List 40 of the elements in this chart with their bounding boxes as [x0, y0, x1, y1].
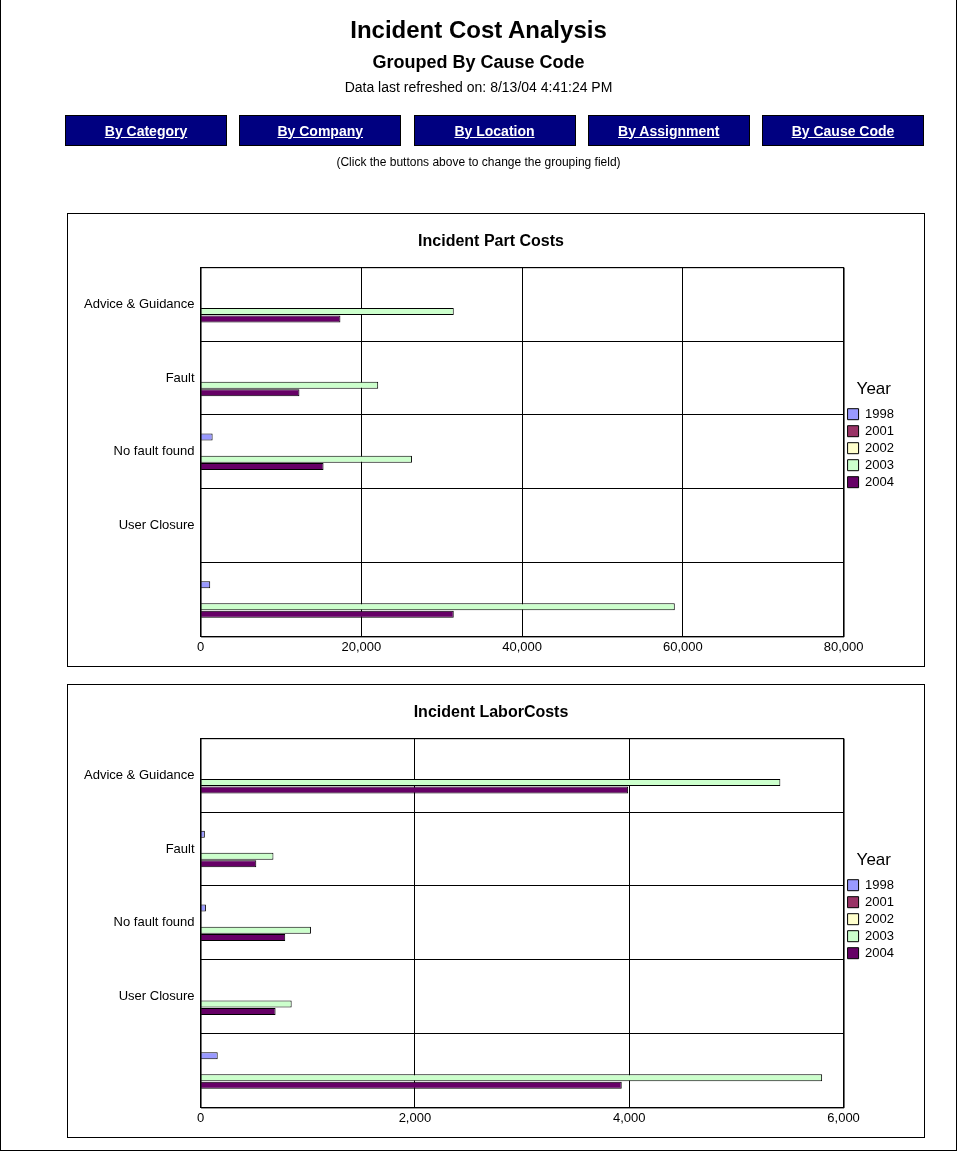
- x-tick-label: 0: [196, 638, 205, 654]
- y-tick-label: No fault found: [113, 914, 195, 930]
- y-tick-label: User Closure: [118, 988, 195, 1004]
- text: By Company: [239, 115, 402, 146]
- y-tick-label: Advice & Guidance: [83, 295, 195, 311]
- x-tick-label: 40,000: [502, 638, 542, 654]
- x-tick-label: 4,000: [612, 1109, 646, 1125]
- legend-label: 2004: [865, 944, 894, 960]
- legend-label: 2001: [865, 422, 894, 438]
- legend-label: 2004: [865, 473, 894, 489]
- text: By Category: [65, 115, 227, 146]
- x-tick-label: 2,000: [398, 1109, 432, 1125]
- legend-label: 2003: [865, 927, 894, 943]
- y-tick-label: Fault: [165, 840, 195, 856]
- y-tick-label: Fault: [165, 369, 195, 385]
- text: Incident Cost Analysis: [349, 15, 608, 44]
- legend-title: Year: [856, 850, 892, 870]
- legend-label: 1998: [865, 405, 894, 421]
- x-tick-label: 20,000: [341, 638, 382, 654]
- text: Grouped By Cause Code: [371, 52, 586, 73]
- x-tick-label: 6,000: [827, 1109, 860, 1125]
- legend-label: 2001: [865, 893, 894, 909]
- chart-title: Incident Part Costs: [418, 232, 564, 250]
- legend-label: 2002: [865, 439, 894, 455]
- y-tick-label: Advice & Guidance: [83, 766, 195, 782]
- legend-label: 2002: [865, 910, 894, 926]
- text: (Click the buttons above to change the grouping field): [335, 155, 622, 169]
- legend-label: 1998: [865, 876, 894, 892]
- text: By Cause Code: [762, 115, 924, 146]
- text: By Location: [413, 115, 576, 146]
- legend-title: Year: [856, 379, 892, 399]
- x-tick-label: 80,000: [823, 638, 864, 654]
- x-tick-label: 60,000: [662, 638, 703, 654]
- chart-title: Incident LaborCosts: [413, 703, 569, 721]
- text: Data last refreshed on: 8/13/04 4:41:24 PM: [343, 79, 614, 95]
- y-tick-label: No fault found: [113, 443, 195, 459]
- x-tick-label: 0: [196, 1109, 205, 1125]
- y-tick-label: User Closure: [118, 517, 195, 533]
- legend-label: 2003: [865, 456, 894, 472]
- text: By Assignment: [587, 115, 750, 146]
